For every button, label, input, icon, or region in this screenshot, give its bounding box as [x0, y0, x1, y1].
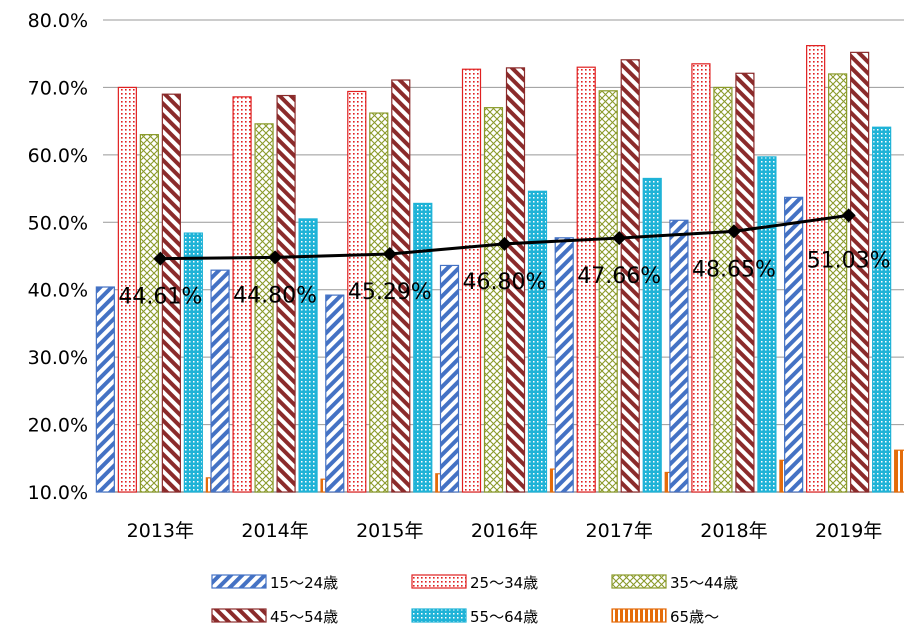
bar — [461, 68, 482, 493]
y-tick-label: 80.0% — [28, 10, 88, 32]
bar — [117, 86, 137, 493]
y-tick-label: 70.0% — [28, 77, 88, 99]
bar — [713, 86, 733, 493]
bar — [325, 294, 345, 493]
y-tick-label: 50.0% — [28, 212, 88, 234]
line-data-label: 46.80% — [463, 270, 547, 295]
bar — [784, 196, 804, 493]
legend-swatch — [611, 608, 667, 623]
line-data-label: 45.29% — [348, 280, 432, 305]
bar — [298, 218, 318, 493]
bar — [276, 94, 296, 493]
legend-swatch — [211, 608, 267, 623]
y-tick-label: 60.0% — [28, 145, 88, 167]
bar — [347, 90, 367, 493]
bar — [505, 67, 526, 493]
x-tick-label: 2017年 — [586, 520, 653, 542]
line-data-label: 44.61% — [118, 285, 202, 310]
data-labels: 44.61% 44.80% 45.29% 46.80% 47.66% 48.65% 51.0… — [118, 248, 890, 309]
bar — [254, 123, 274, 493]
line-marker — [726, 224, 741, 239]
bar — [554, 237, 574, 493]
bar — [527, 190, 548, 493]
x-tick-label: 2013年 — [127, 520, 194, 542]
bar — [735, 72, 755, 493]
bar — [598, 90, 618, 493]
y-tick-label: 20.0% — [28, 415, 88, 437]
legend: 15〜24歳 25〜34歳 35〜44歳 45〜54歳 55〜64歳 65歳〜 — [211, 574, 738, 626]
x-tick-label: 2019年 — [815, 520, 882, 542]
bar — [391, 79, 411, 493]
y-tick-label: 10.0% — [28, 482, 88, 504]
y-tick-label: 40.0% — [28, 280, 88, 302]
line-marker — [612, 231, 627, 246]
bar — [413, 202, 433, 493]
total-line — [153, 208, 856, 266]
bar — [620, 59, 640, 493]
bar — [669, 219, 689, 493]
x-tick-label: 2015年 — [356, 520, 423, 542]
bar — [483, 107, 504, 493]
x-tick-label: 2016年 — [471, 520, 538, 542]
bar — [439, 264, 460, 493]
x-tick-label: 2014年 — [241, 520, 308, 542]
bar — [757, 156, 777, 493]
bar — [850, 51, 870, 493]
bar — [828, 73, 848, 493]
y-tick-label: 30.0% — [28, 347, 88, 369]
bar — [95, 286, 115, 493]
bar — [139, 134, 159, 493]
legend-label: 55〜64歳 — [470, 608, 538, 626]
legend-label: 45〜54歳 — [270, 608, 338, 626]
line-marker — [497, 236, 512, 251]
bar — [369, 112, 389, 493]
legend-swatch — [411, 574, 467, 589]
line-data-label: 51.03% — [807, 248, 891, 273]
line-marker — [153, 251, 168, 266]
bar — [642, 177, 662, 493]
bar — [872, 126, 892, 493]
line-data-label: 44.80% — [233, 283, 317, 308]
bar — [183, 232, 203, 493]
line-marker — [382, 247, 397, 262]
line-data-label: 48.65% — [692, 257, 776, 282]
line-data-label: 47.66% — [577, 264, 661, 289]
legend-swatch — [211, 574, 267, 589]
x-tick-label: 2018年 — [700, 520, 767, 542]
bar — [232, 96, 252, 493]
bar — [576, 66, 596, 493]
legend-label: 35〜44歳 — [670, 574, 738, 592]
line-marker — [841, 208, 856, 223]
legend-label: 25〜34歳 — [470, 574, 538, 592]
legend-label: 65歳〜 — [670, 608, 719, 626]
bar — [210, 269, 230, 493]
line-marker — [268, 250, 283, 265]
legend-swatch — [611, 574, 667, 589]
bar — [161, 93, 181, 493]
x-axis-ticks: 2013年 2014年 2015年 2016年 2017年 2018年 2019年 — [127, 520, 883, 542]
bar — [691, 63, 711, 493]
y-axis-ticks: 10.0% 20.0% 30.0% 40.0% 50.0% 60.0% 70.0% 80.0% — [28, 10, 88, 504]
bars — [95, 45, 904, 493]
bar — [894, 449, 904, 493]
legend-label: 15〜24歳 — [270, 574, 338, 592]
legend-swatch — [411, 608, 467, 623]
bar — [806, 45, 826, 493]
